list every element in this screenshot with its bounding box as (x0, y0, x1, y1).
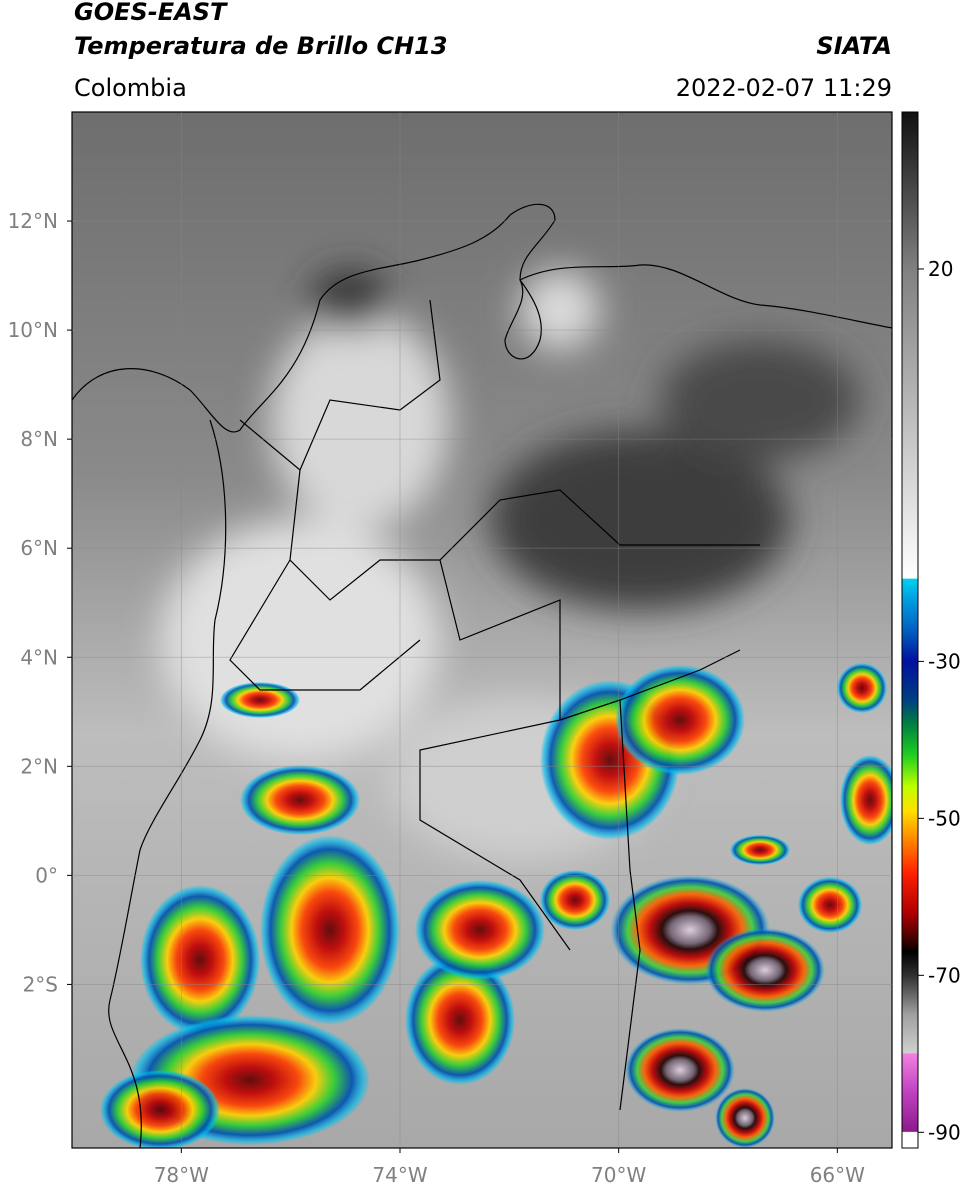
x-tick-label: 74°W (372, 1163, 427, 1187)
colorbar-tick-label: -70 (928, 963, 961, 987)
convective-cell (840, 755, 892, 845)
convective-cell (405, 955, 515, 1085)
subtitle: Temperatura de Brillo CH13 (74, 32, 448, 60)
convective-cell (625, 1028, 735, 1112)
title: GOES-EAST (74, 0, 228, 26)
convective-cell (100, 1070, 220, 1148)
convective-cell (220, 682, 300, 718)
convective-cell (837, 663, 887, 713)
y-tick-label: 12°N (8, 209, 58, 233)
colorbar-tick-label: -50 (928, 806, 961, 830)
y-tick-label: 0° (35, 863, 58, 887)
map-frame (71, 111, 893, 1149)
convective-cell (140, 885, 260, 1035)
convective-cell (415, 880, 545, 980)
x-tick-label: 70°W (591, 1163, 646, 1187)
coastline (72, 203, 892, 433)
convective-cell (260, 835, 400, 1025)
convective-cell (540, 870, 610, 930)
y-tick-label: 6°N (20, 536, 58, 560)
colorbar (901, 111, 919, 1149)
graticule (67, 112, 892, 1153)
colorbar-tick-label: -90 (928, 1120, 961, 1144)
datetime: 2022-02-07 11:29 (676, 74, 892, 102)
source: SIATA (816, 32, 892, 60)
coastline-pacific (108, 419, 227, 1148)
convective-cell (615, 665, 745, 775)
y-tick-label: 4°N (20, 645, 58, 669)
borders (229, 299, 760, 1111)
convective-cell (798, 877, 862, 933)
x-tick-label: 78°W (154, 1163, 209, 1187)
convection (100, 663, 892, 1148)
convective-cell (730, 835, 790, 865)
y-tick-label: 2°S (23, 972, 58, 996)
convective-cell (240, 765, 360, 835)
y-tick-label: 8°N (20, 427, 58, 451)
region: Colombia (74, 74, 187, 102)
map-image (72, 112, 892, 1148)
y-tick-label: 10°N (8, 318, 58, 342)
y-tick-label: 2°N (20, 754, 58, 778)
x-tick-label: 66°W (810, 1163, 865, 1187)
convective-cell (715, 1088, 775, 1148)
convective-cell (705, 928, 825, 1012)
colorbar-tick-label: -30 (928, 649, 961, 673)
colorbar-tick-label: 20 (928, 257, 953, 281)
